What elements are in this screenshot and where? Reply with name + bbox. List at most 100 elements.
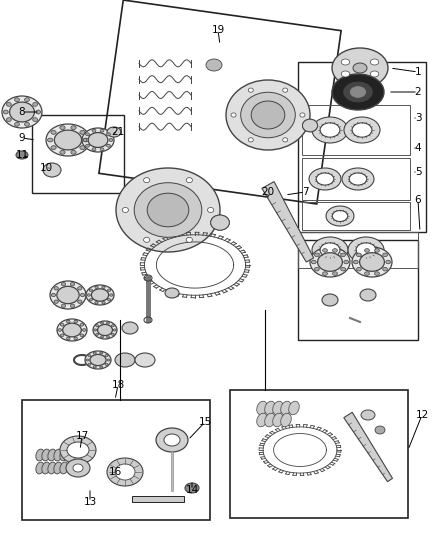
- Ellipse shape: [273, 401, 283, 415]
- Ellipse shape: [314, 268, 319, 271]
- Text: 18: 18: [111, 380, 125, 390]
- Ellipse shape: [383, 268, 388, 271]
- Ellipse shape: [71, 126, 76, 130]
- Ellipse shape: [54, 449, 62, 461]
- Ellipse shape: [14, 98, 19, 102]
- Ellipse shape: [348, 237, 384, 263]
- Ellipse shape: [342, 168, 374, 190]
- Ellipse shape: [67, 320, 70, 323]
- Ellipse shape: [341, 71, 350, 77]
- Ellipse shape: [90, 354, 106, 366]
- Ellipse shape: [92, 148, 96, 151]
- Text: 1: 1: [415, 67, 421, 77]
- Ellipse shape: [231, 113, 236, 117]
- Ellipse shape: [60, 150, 65, 154]
- Ellipse shape: [386, 260, 391, 264]
- Ellipse shape: [134, 183, 202, 237]
- Ellipse shape: [341, 59, 350, 65]
- Ellipse shape: [353, 63, 367, 73]
- Ellipse shape: [54, 130, 81, 150]
- Bar: [132, 496, 184, 502]
- Ellipse shape: [80, 334, 84, 336]
- Ellipse shape: [164, 434, 180, 446]
- Ellipse shape: [88, 354, 91, 357]
- Ellipse shape: [257, 413, 267, 427]
- Ellipse shape: [107, 298, 111, 301]
- Ellipse shape: [144, 237, 150, 243]
- Ellipse shape: [300, 113, 305, 117]
- Ellipse shape: [322, 294, 338, 306]
- Ellipse shape: [111, 325, 114, 327]
- Ellipse shape: [82, 329, 86, 332]
- Ellipse shape: [54, 300, 58, 303]
- Ellipse shape: [332, 48, 388, 88]
- Ellipse shape: [102, 302, 105, 304]
- Ellipse shape: [165, 288, 179, 298]
- Ellipse shape: [42, 462, 50, 474]
- Ellipse shape: [316, 173, 334, 185]
- Ellipse shape: [87, 294, 90, 296]
- Ellipse shape: [332, 249, 337, 252]
- Text: 21: 21: [111, 127, 125, 137]
- Text: 12: 12: [415, 410, 429, 420]
- Ellipse shape: [332, 272, 337, 276]
- Ellipse shape: [42, 449, 50, 461]
- Ellipse shape: [71, 150, 76, 154]
- Ellipse shape: [283, 88, 288, 92]
- Ellipse shape: [208, 207, 214, 213]
- Ellipse shape: [51, 131, 56, 134]
- Bar: [302, 105, 410, 155]
- Ellipse shape: [374, 272, 379, 276]
- Ellipse shape: [332, 74, 384, 110]
- Ellipse shape: [82, 128, 114, 152]
- Ellipse shape: [25, 98, 29, 102]
- Ellipse shape: [265, 401, 275, 415]
- Polygon shape: [344, 413, 392, 482]
- Ellipse shape: [371, 59, 379, 65]
- Ellipse shape: [311, 260, 316, 264]
- Ellipse shape: [332, 211, 348, 222]
- Ellipse shape: [360, 289, 376, 301]
- Ellipse shape: [88, 363, 91, 365]
- Ellipse shape: [248, 88, 253, 92]
- Ellipse shape: [352, 123, 372, 137]
- Ellipse shape: [25, 123, 29, 126]
- Ellipse shape: [80, 131, 85, 134]
- Ellipse shape: [107, 127, 121, 137]
- Ellipse shape: [89, 298, 92, 301]
- Bar: [302, 202, 410, 230]
- Text: 10: 10: [39, 163, 53, 173]
- Text: 7: 7: [302, 187, 308, 197]
- Ellipse shape: [226, 80, 310, 150]
- Ellipse shape: [109, 139, 113, 141]
- Ellipse shape: [4, 110, 8, 114]
- Ellipse shape: [115, 464, 135, 480]
- Ellipse shape: [100, 148, 104, 151]
- Ellipse shape: [16, 151, 28, 159]
- Ellipse shape: [80, 324, 84, 326]
- Ellipse shape: [48, 449, 56, 461]
- Ellipse shape: [80, 146, 85, 150]
- Ellipse shape: [186, 177, 192, 183]
- Ellipse shape: [303, 119, 318, 132]
- Ellipse shape: [100, 352, 103, 354]
- Ellipse shape: [85, 351, 111, 369]
- Ellipse shape: [50, 281, 86, 309]
- Text: 2: 2: [415, 87, 421, 97]
- Ellipse shape: [107, 289, 111, 292]
- Ellipse shape: [102, 286, 105, 288]
- Ellipse shape: [74, 337, 78, 340]
- Ellipse shape: [98, 325, 113, 336]
- Ellipse shape: [360, 253, 385, 271]
- Ellipse shape: [122, 322, 138, 334]
- Ellipse shape: [107, 359, 110, 361]
- Ellipse shape: [67, 337, 70, 340]
- Text: 17: 17: [75, 431, 88, 441]
- Ellipse shape: [361, 410, 375, 420]
- Ellipse shape: [93, 321, 117, 339]
- Ellipse shape: [326, 206, 354, 226]
- Ellipse shape: [312, 117, 348, 143]
- Ellipse shape: [374, 249, 379, 252]
- Ellipse shape: [14, 123, 19, 126]
- Ellipse shape: [61, 304, 66, 308]
